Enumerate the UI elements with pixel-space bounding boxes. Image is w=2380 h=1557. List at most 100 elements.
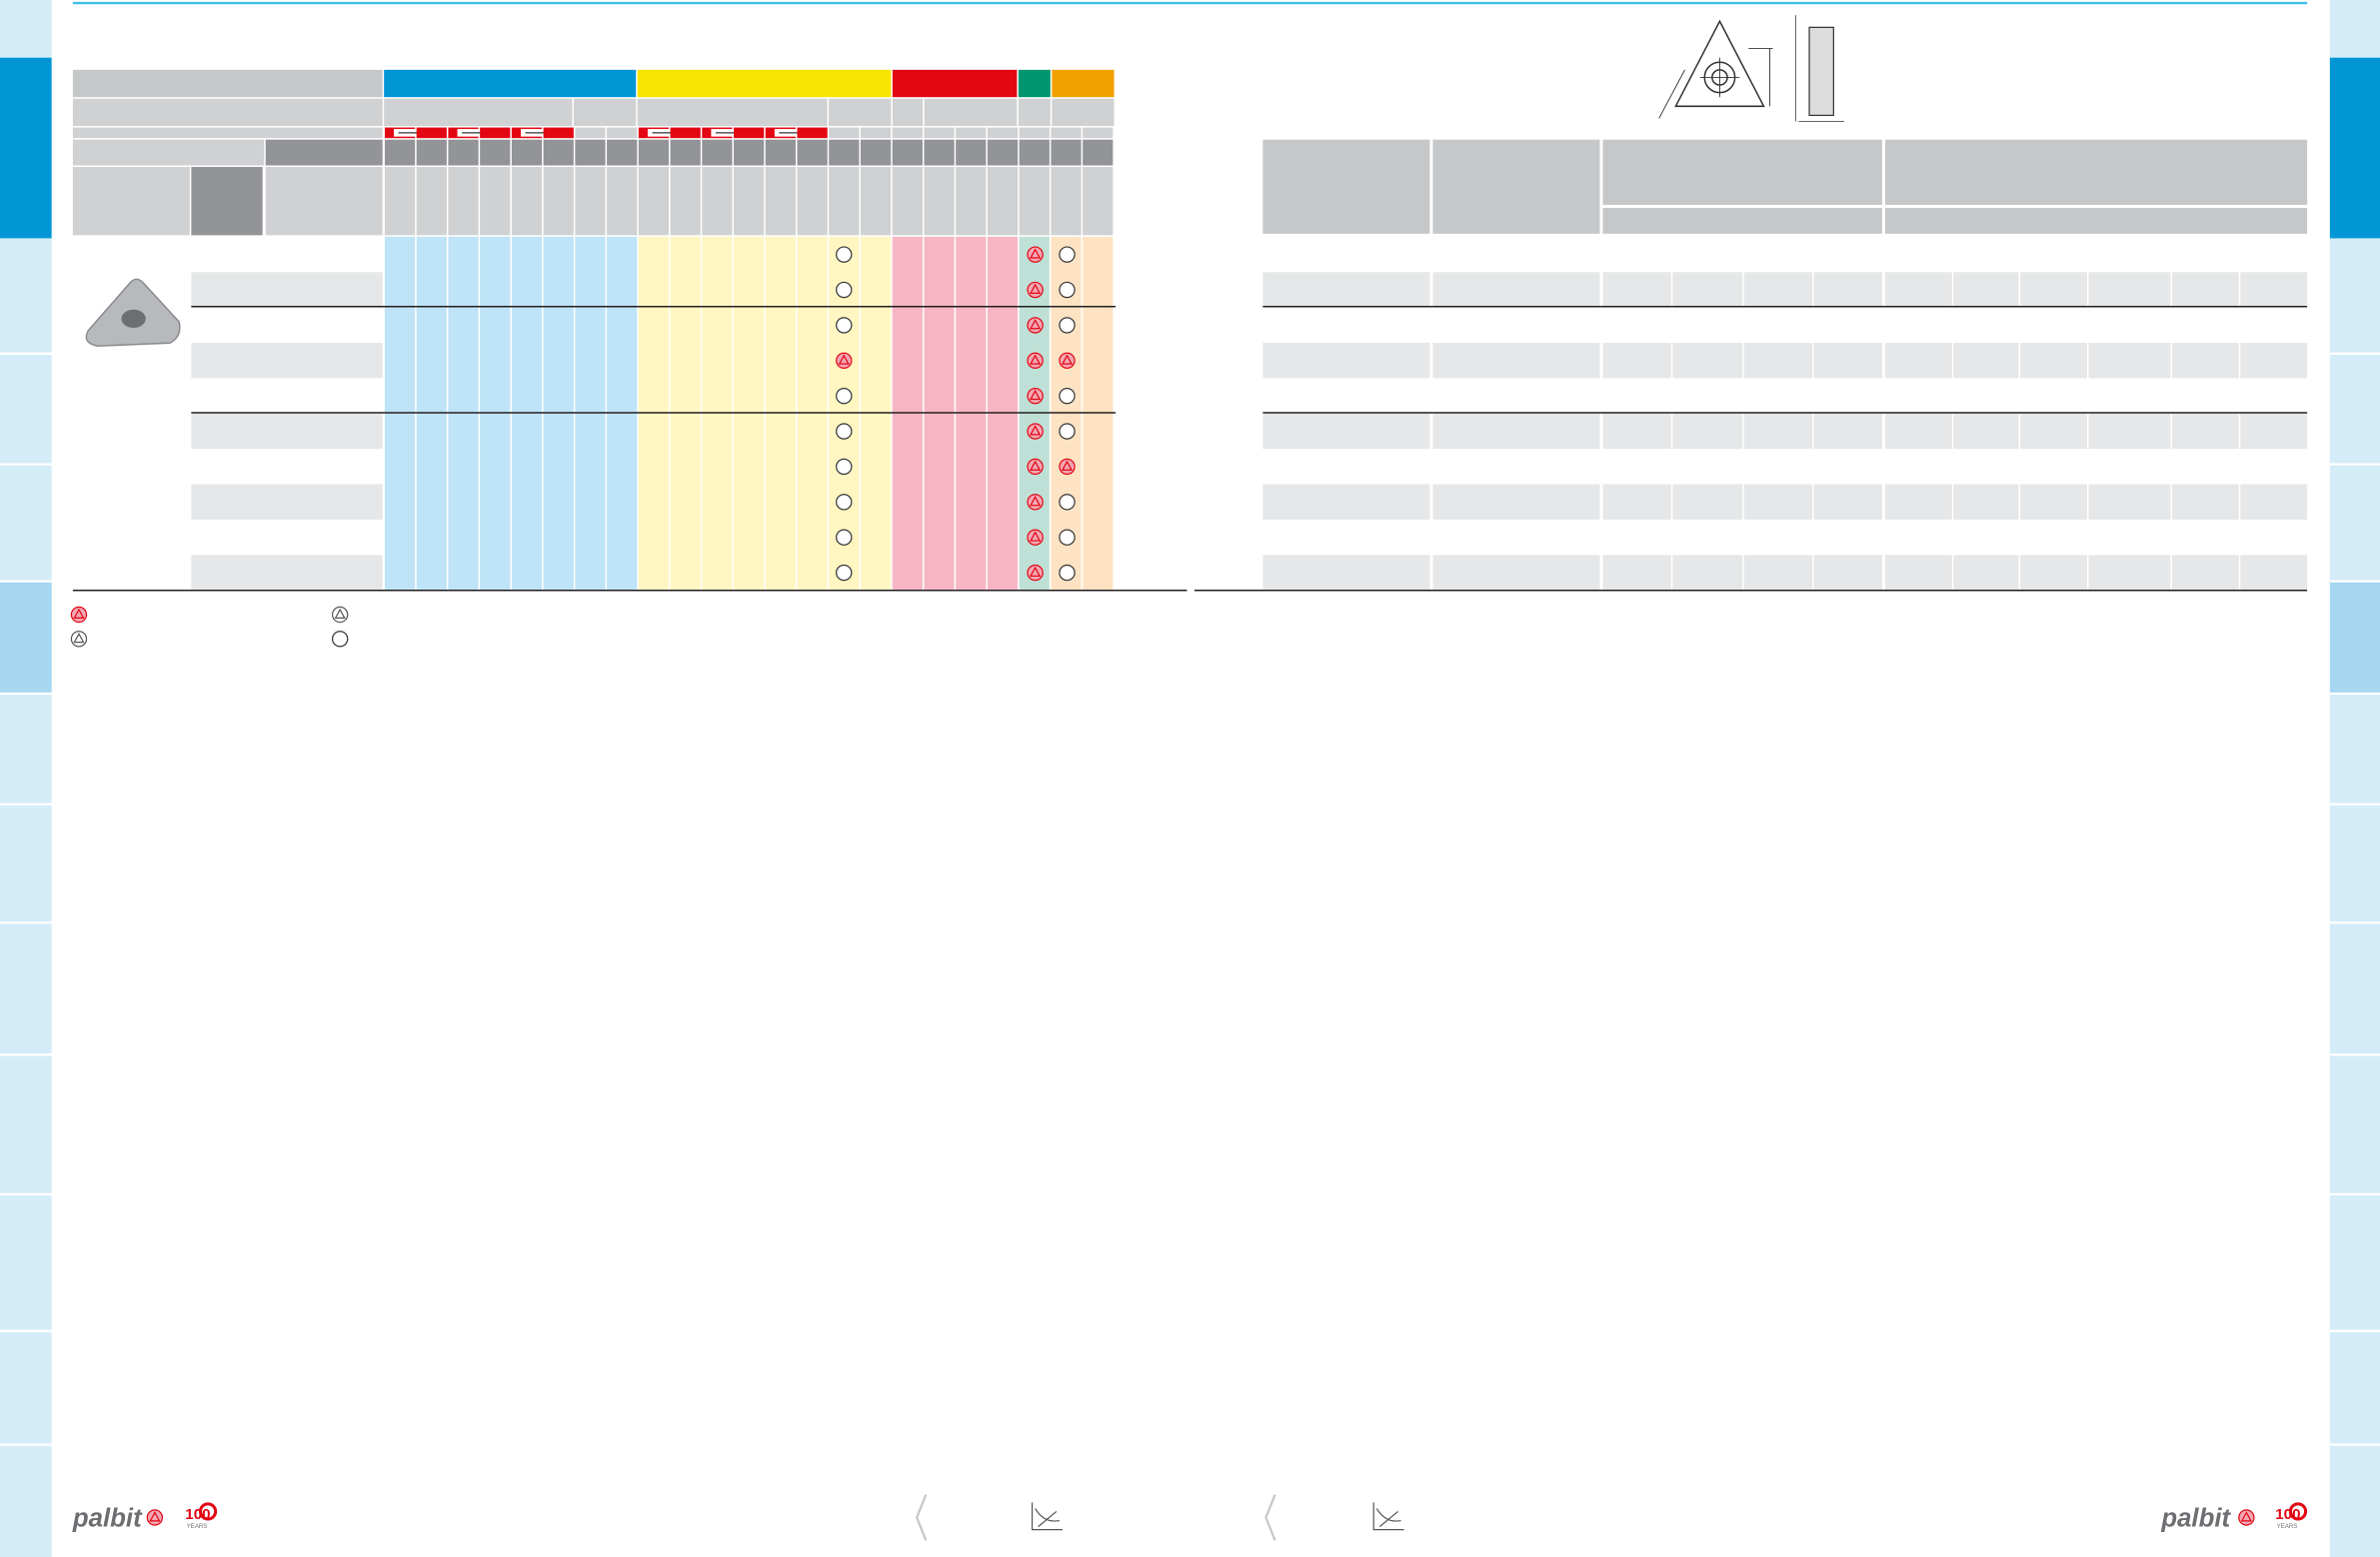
cell	[956, 127, 987, 139]
cell	[573, 98, 637, 127]
row-stripe	[2088, 343, 2171, 379]
cell	[1052, 98, 1115, 127]
cell	[384, 139, 416, 166]
grade-ring	[836, 458, 853, 476]
material-group	[1018, 69, 1051, 98]
cell	[892, 98, 924, 127]
side-tab	[2329, 581, 2380, 694]
cell	[797, 139, 828, 166]
row-stripe	[1672, 413, 1743, 450]
grade-icon-tri	[73, 633, 85, 644]
row-stripe	[1884, 343, 1952, 379]
side-strip	[2329, 0, 2380, 1557]
row-stripe	[1884, 555, 1952, 591]
material-group	[1052, 69, 1115, 98]
grade-icon-tri	[1061, 460, 1074, 471]
cell	[956, 167, 987, 236]
cell	[765, 139, 796, 166]
cell	[1051, 139, 1082, 166]
cell	[1019, 167, 1050, 236]
grade-ring	[1059, 564, 1076, 582]
brand-logo: palbit	[2160, 1505, 2231, 1533]
row-stripe	[2020, 272, 2087, 308]
row-stripe	[2240, 484, 2308, 520]
cell	[892, 167, 923, 236]
grade-icon-tri	[1030, 566, 1042, 578]
row-stripe	[1953, 555, 2019, 591]
cell	[1019, 127, 1050, 139]
row-stripe	[1743, 484, 1813, 520]
side-tab-active	[2329, 57, 2380, 239]
row-stripe	[1884, 272, 1952, 308]
row-stripe	[1953, 484, 2019, 520]
row-stripe	[1672, 484, 1743, 520]
row-stripe	[2020, 555, 2087, 591]
row-stripe	[191, 343, 383, 379]
rule	[1658, 69, 1685, 119]
grade-icon-tri	[1030, 425, 1042, 436]
cell	[72, 139, 265, 166]
grade-ring	[1059, 494, 1076, 511]
row-stripe	[1743, 413, 1813, 450]
cell	[1083, 167, 1114, 236]
grade-icon-tri	[1030, 531, 1042, 542]
cell	[575, 167, 606, 236]
material-group	[637, 69, 892, 98]
cell	[829, 167, 860, 236]
badge-ring	[198, 1502, 218, 1521]
row-stripe	[1953, 413, 2019, 450]
cell	[892, 139, 923, 166]
cell	[924, 167, 955, 236]
cell	[670, 139, 701, 166]
row-stripe	[1672, 555, 1743, 591]
row-stripe	[1262, 343, 1430, 379]
cell	[924, 98, 1018, 127]
cell	[860, 167, 892, 236]
row-stripe	[1813, 484, 1882, 520]
row-stripe	[1953, 343, 2019, 379]
cell	[607, 167, 638, 236]
page-arrow	[915, 1494, 928, 1541]
row-stripe	[1262, 272, 1430, 308]
row-stripe	[1743, 272, 1813, 308]
arrow-strip	[797, 127, 828, 139]
row-stripe	[191, 272, 383, 308]
cell	[72, 69, 383, 98]
cell	[638, 167, 670, 236]
cell	[1083, 127, 1114, 139]
cell	[987, 127, 1019, 139]
cell	[265, 139, 383, 166]
chart-icon	[1031, 1502, 1063, 1531]
row-stripe	[1602, 484, 1671, 520]
cell	[480, 139, 511, 166]
cell	[511, 139, 543, 166]
row-stripe	[1602, 413, 1671, 450]
badge-sub: YEARS	[187, 1524, 208, 1530]
grade-icon-tri	[1030, 283, 1042, 294]
cell	[702, 139, 733, 166]
cell	[607, 139, 638, 166]
cell	[511, 167, 543, 236]
material-group	[384, 69, 637, 98]
cell	[670, 167, 701, 236]
cell	[637, 98, 828, 127]
grade-ring	[1059, 281, 1076, 299]
row-stripe	[1813, 413, 1882, 450]
cell	[892, 127, 923, 139]
grade-ring	[836, 494, 853, 511]
row-stripe	[1813, 555, 1882, 591]
cell	[924, 127, 955, 139]
row-stripe	[2020, 343, 2087, 379]
row-stripe	[1743, 343, 1813, 379]
cell	[734, 167, 765, 236]
cell	[265, 167, 383, 236]
row-stripe	[2171, 343, 2239, 379]
row-stripe	[2088, 272, 2171, 308]
arrow-strip	[543, 127, 574, 139]
grade-ring	[836, 423, 853, 440]
row-stripe	[2171, 484, 2239, 520]
cell	[1602, 208, 1882, 234]
row-stripe	[1884, 484, 1952, 520]
grade-ring	[836, 281, 853, 299]
